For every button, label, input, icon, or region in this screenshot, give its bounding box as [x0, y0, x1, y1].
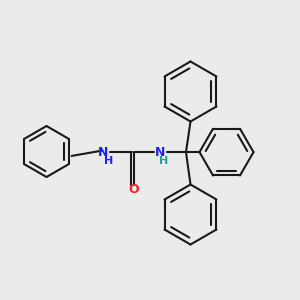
Text: O: O: [128, 183, 139, 196]
Text: N: N: [155, 146, 166, 159]
Text: H: H: [160, 155, 169, 166]
Text: N: N: [98, 146, 109, 159]
Text: H: H: [104, 155, 113, 166]
